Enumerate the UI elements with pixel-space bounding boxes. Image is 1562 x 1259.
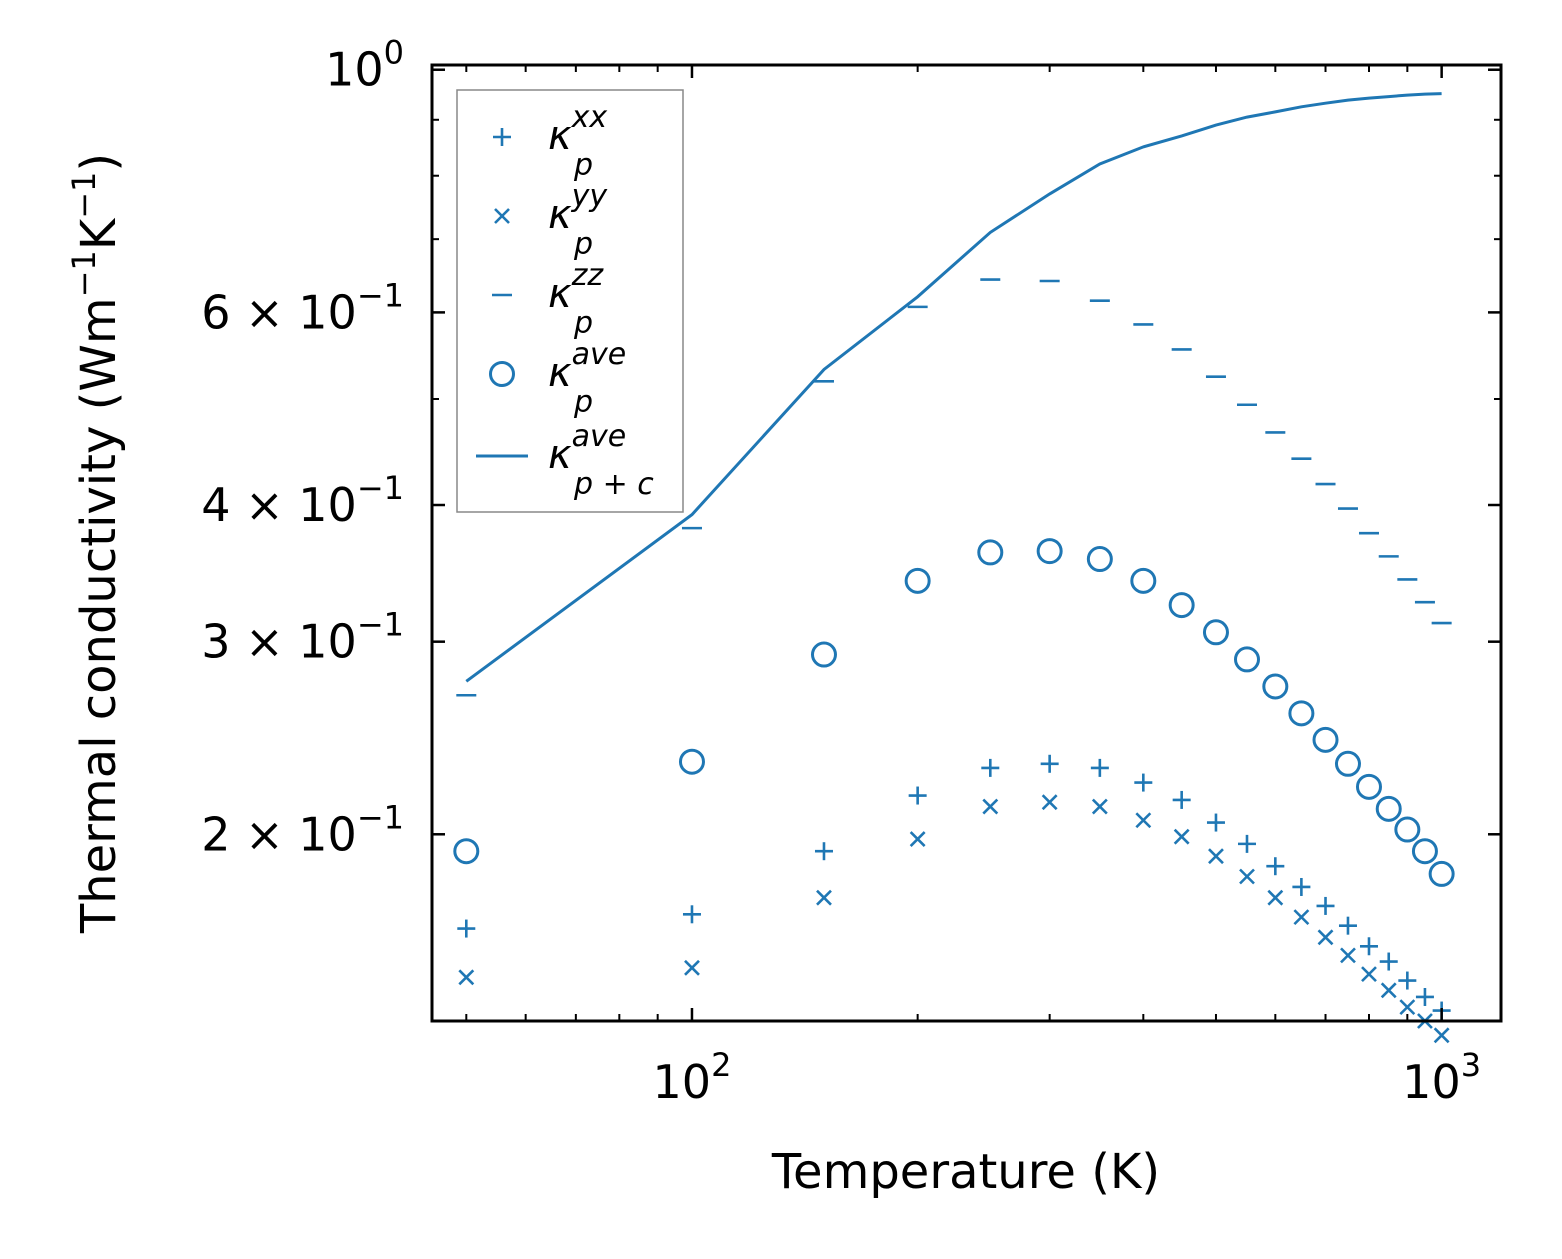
x-tick-label: 103	[1402, 1046, 1481, 1109]
data-point-kxx	[1040, 754, 1059, 773]
data-point-kave	[1288, 700, 1315, 727]
data-point-kyy	[1267, 889, 1284, 906]
data-point-kxx	[1266, 857, 1285, 876]
data-point-kyy	[1041, 794, 1058, 811]
data-point-kave	[1394, 816, 1421, 843]
axis-ticks: 102 103 100 6 × 10−1 4 × 10−1 3 × 10−1 2 × 10−…	[201, 34, 1501, 1109]
legend-label-kave: κave p	[548, 337, 626, 420]
x-axis-label: Temperature (K)	[771, 1144, 1160, 1200]
legend-marker-kyy	[494, 208, 510, 224]
data-point-kave	[453, 838, 480, 865]
data-point-kxx	[1206, 813, 1225, 832]
series-kyy	[458, 794, 1450, 1044]
data-point-kyy	[1380, 982, 1397, 999]
data-point-kave	[1202, 619, 1229, 646]
plot-frame	[430, 63, 1503, 1023]
data-point-kxx	[908, 786, 927, 805]
data-point-kyy	[1135, 812, 1152, 829]
legend-item-kave_pc: κave p + c	[476, 419, 654, 502]
series-kave_pc	[465, 92, 1442, 683]
data-point-kyy	[1239, 868, 1255, 885]
data-point-kave	[1262, 673, 1289, 700]
legend-item-kxx: κxx p	[493, 100, 607, 183]
data-point-kave	[1428, 860, 1455, 887]
y-tick-label: 4 × 10−1	[201, 469, 404, 532]
data-point-kyy	[458, 969, 475, 986]
legend-item-kyy: κyy p	[494, 179, 608, 262]
data-point-kxx	[1316, 896, 1335, 915]
y-tick-label: 2 × 10−1	[201, 798, 404, 861]
data-point-kyy	[1208, 848, 1224, 865]
y-tick-label: 100	[325, 34, 404, 97]
legend-marker-kave	[489, 361, 515, 387]
data-point-kave	[1130, 567, 1157, 594]
y-tick-label: 3 × 10−1	[201, 606, 404, 669]
data-point-kave	[1375, 795, 1402, 822]
data-point-kyy	[684, 959, 700, 976]
data-point-kave	[904, 567, 931, 594]
data-point-kxx	[682, 905, 701, 924]
data-point-kxx	[1379, 952, 1398, 971]
data-point-kave	[1312, 726, 1339, 753]
legend-label-kave_pc: κave p + c	[548, 419, 654, 502]
series-line-kave_pc	[465, 92, 1442, 683]
data-point-kave	[1355, 773, 1382, 800]
data-point-kxx	[1398, 971, 1417, 990]
data-point-kyy	[1433, 1027, 1450, 1044]
legend-box	[456, 89, 684, 513]
data-point-kxx	[1237, 834, 1256, 853]
data-point-kxx	[814, 842, 833, 861]
legend-label-kxx: κxx p	[548, 100, 607, 183]
plot-area	[453, 92, 1455, 1044]
series-kzz	[456, 278, 1452, 697]
x-tick-label: 102	[653, 1046, 732, 1109]
data-point-kyy	[1173, 828, 1190, 845]
legend-marker-kxx	[493, 128, 511, 146]
data-point-kxx	[1134, 773, 1153, 792]
data-point-kave	[1168, 592, 1195, 619]
data-point-kave	[1086, 546, 1113, 573]
data-point-kxx	[457, 919, 476, 938]
data-point-kave	[810, 641, 837, 668]
legend-label-kyy: κyy p	[548, 179, 608, 262]
legend-item-kave: κave p	[489, 337, 626, 420]
data-point-kyy	[1293, 909, 1310, 926]
data-point-kxx	[1415, 987, 1434, 1006]
legend-label-kzz: κzz p	[548, 258, 604, 341]
data-point-kyy	[1091, 798, 1108, 815]
data-point-kyy	[1340, 947, 1356, 964]
data-point-kxx	[1292, 877, 1311, 896]
y-axis-label: Thermal conductivity (Wm−1K−1)	[65, 153, 127, 934]
data-point-kave	[1233, 646, 1260, 673]
data-point-kyy	[1361, 966, 1377, 983]
data-point-kave	[977, 539, 1004, 566]
legend-item-kzz: κzz p	[492, 258, 604, 341]
y-tick-label: 6 × 10−1	[201, 276, 404, 339]
series-kave	[453, 538, 1455, 887]
data-point-kxx	[1172, 790, 1191, 809]
data-point-kave	[1036, 538, 1063, 565]
data-point-kxx	[1359, 937, 1378, 956]
data-point-kyy	[1317, 929, 1334, 946]
data-point-kyy	[909, 831, 926, 847]
series-kxx	[457, 754, 1451, 1020]
data-point-kave	[678, 748, 705, 775]
data-point-kave	[1334, 750, 1361, 777]
data-point-kave	[1411, 838, 1438, 865]
data-point-kxx	[1090, 758, 1109, 777]
data-point-kxx	[1338, 916, 1357, 935]
data-point-kxx	[981, 758, 1000, 777]
data-point-kyy	[982, 798, 999, 815]
data-point-kyy	[1399, 999, 1416, 1016]
data-point-kyy	[816, 889, 832, 906]
